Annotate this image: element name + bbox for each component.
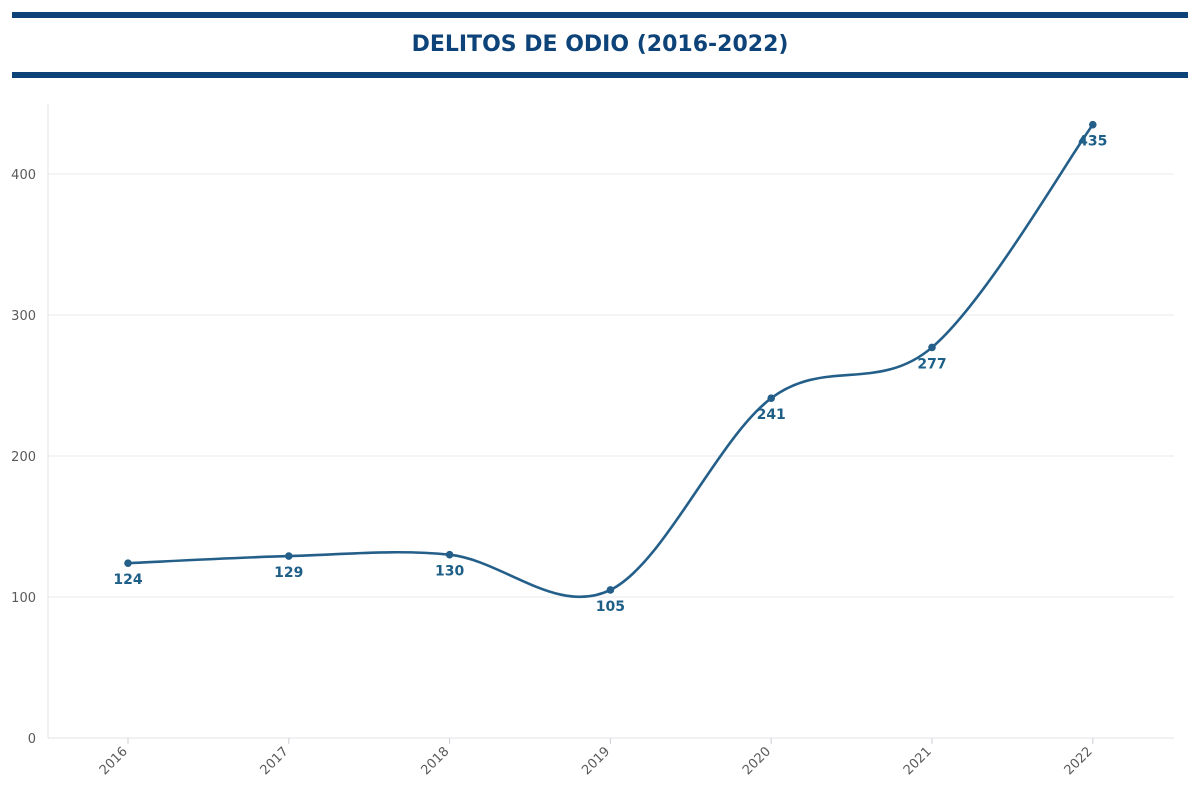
chart-title: DELITOS DE ODIO (2016-2022) [411,32,789,57]
y-tick-label: 300 [11,309,36,324]
title-band: DELITOS DE ODIO (2016-2022) [12,12,1188,78]
x-tick-label: 2022 [1062,744,1096,778]
data-point [124,559,132,567]
title-rule-bottom [12,72,1188,78]
x-tick-label: 2016 [97,744,131,778]
data-label: 130 [435,564,464,580]
data-point [285,552,293,560]
x-tick-label: 2020 [740,744,774,778]
data-point [445,550,454,559]
data-label: 129 [274,565,303,581]
x-tick-label: 2019 [579,744,613,778]
title-rule-top [12,12,1188,18]
data-label: 124 [113,572,142,588]
series-line [127,123,1094,599]
data-point [928,343,936,352]
data-point [606,586,615,594]
data-label: 435 [1078,134,1107,150]
data-label: 241 [757,407,786,423]
y-tick-label: 400 [11,168,36,183]
y-tick-label: 200 [11,450,36,465]
data-label: 105 [596,599,625,615]
data-point [1089,120,1097,129]
y-tick-label: 0 [28,732,36,747]
data-point [767,394,775,402]
y-tick-label: 100 [11,591,36,606]
x-tick-label: 2018 [418,744,452,778]
data-label: 277 [917,356,946,372]
x-tick-label: 2021 [901,744,935,778]
x-tick-label: 2017 [258,744,292,778]
